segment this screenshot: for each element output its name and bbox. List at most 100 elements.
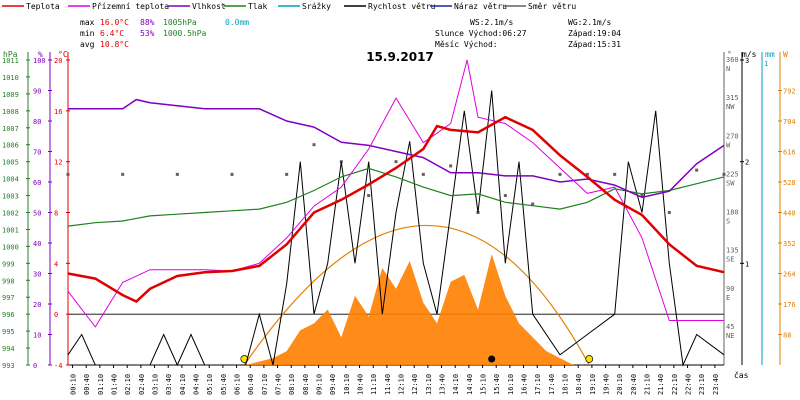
x-tick-label: 14:40 [466,374,474,395]
tick-label-direction: S [726,218,730,226]
x-tick-label: 06:10 [234,374,242,395]
tick-label-direction: 45 [726,323,734,331]
x-tick-label: 07:40 [275,374,283,395]
tick-label-hpa: 998 [2,277,15,285]
wind-direction-point [367,194,371,198]
wind-direction-point [312,143,316,147]
wind-direction-point [667,211,671,214]
tick-label-direction: 270 [726,132,739,140]
legend-label-gust: Náraz větru [454,2,507,11]
legend-item-ground: Přízemní teplota [68,2,169,11]
tick-label-hpa: 1002 [2,210,19,218]
x-tick-label: 12:40 [411,374,419,395]
legend-label-temp: Teplota [26,2,60,11]
unit-mm: mm [765,50,775,59]
stats-max-label: max [80,18,95,27]
tick-label-percent: 40 [33,240,41,248]
tick-label-percent: 10 [33,332,41,340]
tick-label-direction: SW [726,179,735,187]
tick-label-celsius: 16 [54,108,62,116]
x-tick-label: 15:40 [493,374,501,395]
x-tick-label: 16:10 [507,374,515,395]
x-tick-label: 19:40 [603,374,611,395]
legend-item-dir: Směr větru [504,2,576,11]
unit-percent: % [38,50,43,59]
wind-speed-line [67,90,725,367]
tick-label-celsius: 0 [54,311,58,319]
stats-rain: 0.0mm [225,18,249,27]
x-tick-label: 21:40 [657,374,665,395]
tick-label-percent: 30 [33,271,41,279]
tick-label-direction: N [726,65,730,73]
series-layer [66,59,726,367]
info-moon: Měsíc Východ: [435,40,498,49]
moonset-marker [488,355,496,363]
unit-w: W [783,50,788,59]
wind-direction-point [230,172,234,176]
x-tick-label: 22:10 [671,374,679,395]
x-tick-label: 01:10 [97,374,105,395]
stats-min-press: 1000.5hPa [163,29,207,38]
stats-avg-temp: 10.8°C [100,40,129,49]
tick-label-radiation: 88 [783,332,791,340]
tick-label-hpa: 999 [2,260,15,268]
tick-label-percent: 80 [33,118,41,126]
unit-celsius: °C [58,50,68,59]
tick-label-celsius: 12 [54,159,62,167]
x-tick-label: 15:10 [480,374,488,395]
x-tick-label: 12:10 [398,374,406,395]
info-sun-set: Západ:19:04 [568,29,621,38]
legend-label-wind: Rychlost větru [368,2,436,11]
chart-title: 15.9.2017 [366,50,434,64]
tick-label-hpa: 996 [2,311,15,319]
x-tick-label: 11:40 [384,374,392,395]
wind-direction-point [613,172,617,176]
tick-label-hpa: 1010 [2,74,19,82]
x-tick-label: 23:40 [712,374,720,395]
legend-item-press: Tlak [224,2,267,11]
x-tick-label: 01:40 [111,374,119,395]
tick-label-hpa: 1004 [2,176,19,184]
temperature-line [67,115,725,303]
x-tick-label: 11:10 [370,374,378,395]
wind-direction-point [695,168,699,172]
legend: Teplota Přízemní teplota Vlhkost Tlak Sr… [2,2,576,11]
solar-radiation-area [245,254,574,365]
legend-label-ground: Přízemní teplota [92,2,169,11]
unit-ms: m/s [742,50,757,59]
wind-direction-point [66,172,70,176]
tick-label-percent: 50 [33,210,41,218]
stats-avg-label: avg [80,40,95,49]
tick-label-direction: 135 [726,247,739,255]
x-tick-label: 08:40 [302,374,310,395]
x-tick-label: 09:10 [316,374,324,395]
wind-direction-point [722,172,726,176]
legend-item-temp: Teplota [2,2,60,11]
x-tick-label: 04:10 [179,374,187,395]
wind-direction-point [558,172,562,176]
tick-label-direction: E [726,294,730,302]
tick-label-radiation: 264 [783,271,796,279]
tick-label-wind: 3 [745,57,749,65]
x-tick-label: 20:10 [616,374,624,395]
tick-label-hpa: 1011 [2,57,19,65]
x-tick-label: 18:10 [562,374,570,395]
x-tick-label: 04:40 [193,374,201,395]
legend-label-press: Tlak [248,2,267,11]
wind-direction-point [175,172,179,176]
x-tick-label: 09:40 [329,374,337,395]
tick-label-celsius: 4 [54,260,58,268]
x-tick-label: 08:10 [288,374,296,395]
stats-max-hum: 88% [140,18,155,27]
legend-label-dir: Směr větru [528,2,576,11]
x-tick-label: 10:10 [343,374,351,395]
tick-label-radiation: 792 [783,88,796,96]
tick-label-percent: 20 [33,301,41,309]
stats-max-temp: 16.0°C [100,18,129,27]
x-tick-label: 05:10 [206,374,214,395]
x-axis: 00:10 00:40 01:10 01:40 02:10 02:40 03:10 03:40… [70,365,720,395]
tick-label-hpa: 1005 [2,159,19,167]
tick-label-radiation: 616 [783,149,796,157]
wind-direction-point [585,172,589,176]
